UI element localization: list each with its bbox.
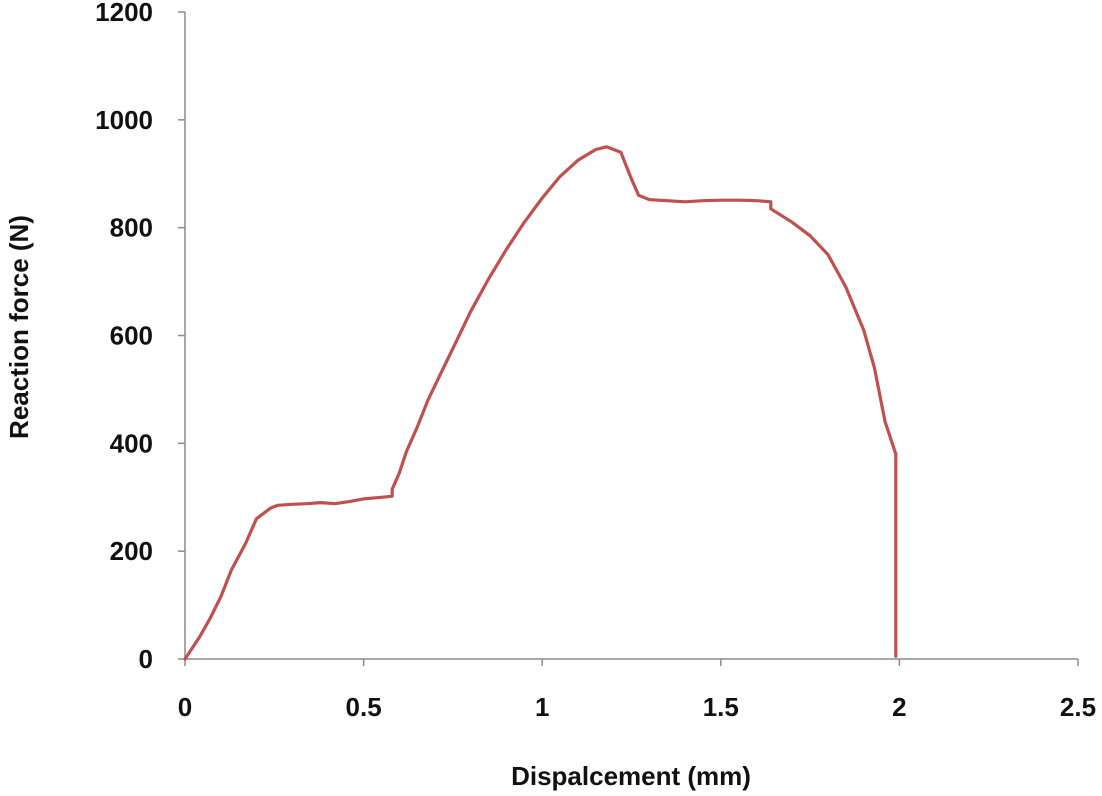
y-tick-label: 600 xyxy=(110,321,153,351)
y-tick-label: 800 xyxy=(110,213,153,243)
x-tick-label: 1.5 xyxy=(703,692,739,722)
x-tick-label: 2 xyxy=(892,692,906,722)
y-tick-label: 1000 xyxy=(95,105,153,135)
series-layer xyxy=(183,145,898,661)
y-tick-label: 200 xyxy=(110,536,153,566)
x-axis-title: Dispalcement (mm) xyxy=(511,761,751,791)
y-tick-label: 0 xyxy=(139,644,153,674)
y-axis-title: Reaction force (N) xyxy=(4,215,34,439)
x-tick-label: 2.5 xyxy=(1060,692,1096,722)
y-tick-label: 1200 xyxy=(95,0,153,27)
axes xyxy=(184,12,1078,660)
x-tick-label: 0 xyxy=(178,692,192,722)
x-tick-label: 1 xyxy=(535,692,549,722)
y-tick-label: 400 xyxy=(110,428,153,458)
ticks: 0 200 400 600 800 1000 1200 0 0.5 1 1.5 2 2.5 xyxy=(95,0,1096,722)
x-tick-label: 0.5 xyxy=(346,692,382,722)
series-line-0 xyxy=(183,145,898,661)
